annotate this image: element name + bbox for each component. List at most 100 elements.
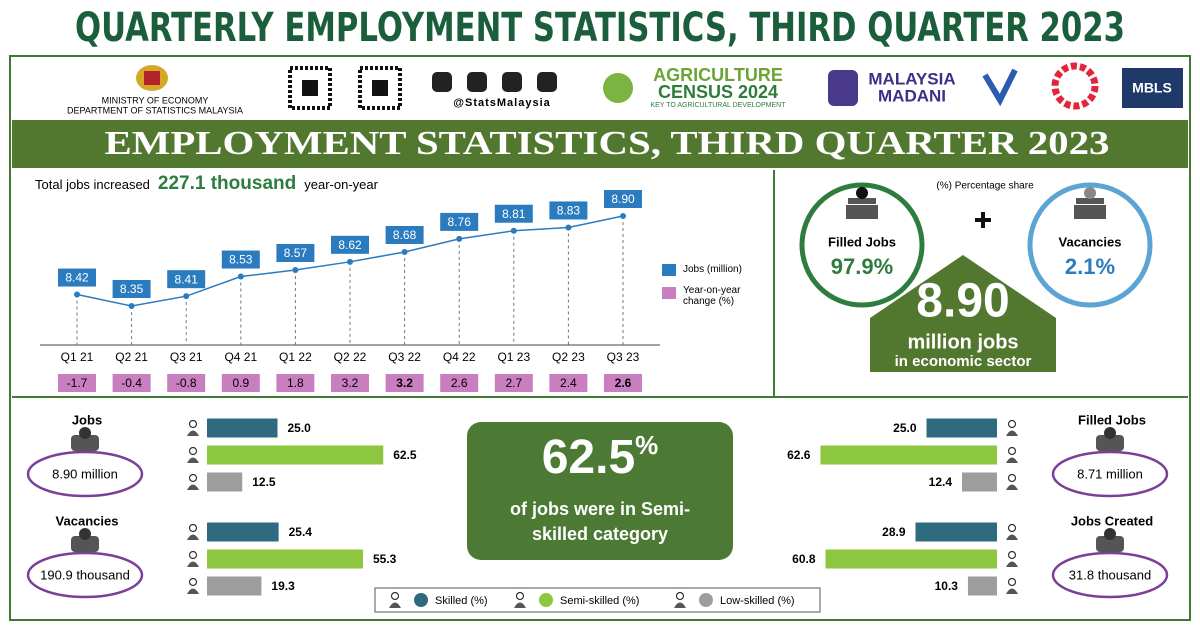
bar-label: 25.0 <box>893 421 917 435</box>
bar-label: 12.4 <box>929 475 953 489</box>
headline: Total jobs increased 227.1 thousand year… <box>35 173 378 195</box>
yoy-box <box>549 374 588 392</box>
vacancies-circle <box>1027 182 1153 308</box>
madani-logo <box>828 70 858 106</box>
headline-text: Total jobs increased <box>35 177 150 192</box>
person-icon <box>1006 446 1018 463</box>
person-icon <box>1006 577 1018 594</box>
point <box>456 235 463 242</box>
icon-part <box>1006 484 1018 490</box>
value-box <box>440 212 479 231</box>
crest <box>136 65 168 91</box>
icon-part <box>1007 419 1017 429</box>
bar-label: 60.8 <box>792 552 816 566</box>
panel-icon <box>1096 435 1124 451</box>
value-label: 8.53 <box>229 253 253 267</box>
icon-part <box>674 602 686 608</box>
x-tick-label: Q1 22 <box>279 350 312 364</box>
census-logo <box>603 73 633 103</box>
census-3: KEY TO AGRICULTURAL DEVELOPMENT <box>651 102 787 109</box>
legend-swatch <box>662 287 676 299</box>
panel-value: 8.71 million <box>1077 466 1143 481</box>
value-label: 8.90 <box>611 192 635 206</box>
icon-part <box>187 588 199 594</box>
filled-circle <box>799 182 925 308</box>
icon-part <box>187 534 199 540</box>
icon-part <box>188 446 198 456</box>
bar <box>926 418 997 438</box>
panel-title: Vacancies <box>56 513 119 528</box>
vacancies-value: 2.1% <box>1065 254 1115 279</box>
yoy-label: 3.2 <box>396 376 413 390</box>
yoy-box <box>58 374 96 392</box>
yoy-box <box>112 374 151 392</box>
panel-title: Filled Jobs <box>1078 412 1146 427</box>
icon-part <box>1007 577 1017 587</box>
qr-codes <box>288 66 402 110</box>
x-tick-label: Q1 23 <box>497 350 530 364</box>
bar <box>207 445 384 465</box>
x-tick-label: Q4 22 <box>443 350 476 364</box>
x-tick-label: Q2 21 <box>115 350 148 364</box>
bar-label: 19.3 <box>271 579 295 593</box>
person-icon <box>1006 473 1018 490</box>
value-label: 8.41 <box>175 272 199 286</box>
madani-2: MADANI <box>878 86 946 105</box>
yoy-box <box>167 374 206 392</box>
sdg-logo <box>1051 62 1099 110</box>
banner: EMPLOYMENT STATISTICS, THIRD QUARTER 202… <box>105 125 1110 162</box>
total-sector: in economic sector <box>895 353 1032 370</box>
x-tick-label: Q4 21 <box>224 350 257 364</box>
highlight: 62.5% of jobs were in Semi-skilled categ… <box>467 430 733 547</box>
person-icon <box>1006 523 1018 540</box>
value-box <box>276 244 315 262</box>
value-label: 8.76 <box>448 215 472 229</box>
value-box <box>167 270 206 289</box>
page-title: QUARTERLY EMPLOYMENT STATISTICS, THIRD Q… <box>75 5 1125 51</box>
yoy-label: 2.4 <box>560 376 577 390</box>
person-icon <box>187 577 199 594</box>
yoy-label: 0.9 <box>232 376 249 390</box>
yoy-box <box>385 374 424 392</box>
legend-label: Skilled (%) <box>435 595 488 607</box>
value-label: 8.35 <box>120 282 144 296</box>
frame <box>9 55 1191 621</box>
icon-part <box>187 561 199 567</box>
legend-box <box>374 587 821 613</box>
plus <box>975 212 991 228</box>
legend-label: Low-skilled (%) <box>720 595 795 607</box>
panel-icon <box>79 427 91 439</box>
point <box>183 293 190 300</box>
mbls: MBLS <box>1132 80 1172 96</box>
yoy-label: 1.8 <box>287 376 304 390</box>
madani-1: MALAYSIA <box>868 69 955 88</box>
icon-part <box>188 550 198 560</box>
x-tick-label: Q3 22 <box>388 350 421 364</box>
social-handle: @StatsMalaysia <box>453 97 551 109</box>
bar <box>967 576 997 596</box>
value-box <box>58 268 96 287</box>
icon-part <box>1007 473 1017 483</box>
point <box>292 267 299 273</box>
panel-value: 190.9 thousand <box>40 567 130 582</box>
value-box <box>494 204 533 223</box>
banner-bg <box>12 120 1188 168</box>
highlight-number: 62.5 <box>541 431 636 484</box>
vacancies-label: Vacancies <box>1059 234 1122 249</box>
bar <box>825 549 997 569</box>
legend-label: Semi-skilled (%) <box>560 595 639 607</box>
person-icon <box>187 523 199 540</box>
filled-value: 97.9% <box>831 254 893 279</box>
x-tick-label: Q1 21 <box>61 350 94 364</box>
desk-icons <box>846 187 1106 219</box>
icon-part <box>1006 534 1018 540</box>
legend-swatch <box>662 264 676 276</box>
point <box>510 227 517 234</box>
legend-label: Year-on-year change (%) <box>683 285 741 307</box>
icon-part <box>188 523 198 533</box>
bar-label: 25.4 <box>289 525 313 539</box>
panel-ring <box>26 450 144 498</box>
bar-label: 62.6 <box>787 448 811 462</box>
